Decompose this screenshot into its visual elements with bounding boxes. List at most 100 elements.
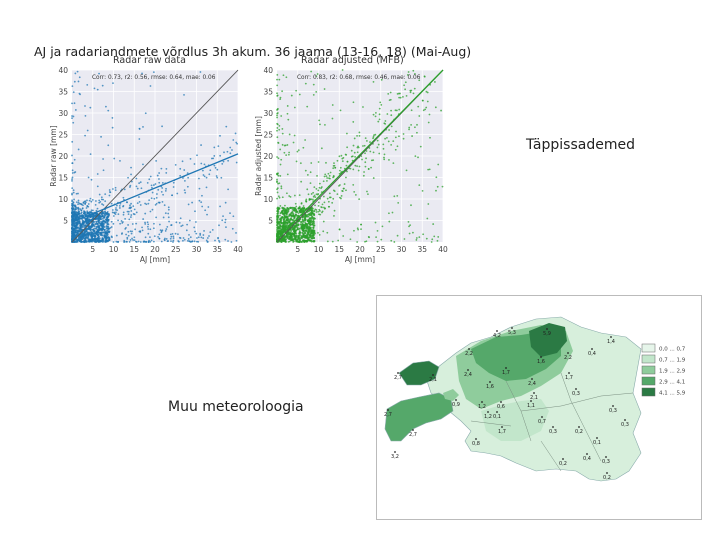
data-point: [71, 236, 74, 239]
data-point: [305, 200, 308, 203]
data-point: [95, 225, 98, 229]
data-point: [111, 126, 114, 129]
station-value: 0,3: [572, 391, 580, 397]
data-point: [338, 196, 341, 199]
data-point: [183, 238, 186, 241]
data-point: [73, 214, 76, 217]
data-point: [84, 201, 87, 204]
data-point: [91, 209, 94, 212]
data-point: [99, 224, 102, 227]
x-tick-label: 5: [295, 245, 300, 254]
data-point: [160, 190, 163, 193]
data-point: [301, 226, 304, 229]
data-point: [90, 209, 93, 212]
data-point: [277, 210, 280, 213]
data-point: [220, 176, 223, 179]
data-point: [333, 215, 335, 217]
data-point: [384, 120, 387, 122]
data-point: [408, 128, 410, 131]
data-point: [71, 172, 74, 174]
data-point: [183, 169, 186, 171]
data-point: [339, 166, 342, 169]
data-point: [129, 230, 132, 233]
data-point: [224, 201, 227, 204]
data-point: [71, 199, 73, 202]
station-value: 1,6: [486, 384, 494, 390]
legend-swatch: [641, 365, 656, 375]
data-point: [372, 135, 375, 138]
data-point: [321, 203, 324, 206]
data-point: [98, 72, 100, 75]
data-point: [412, 92, 415, 95]
data-point: [424, 108, 427, 111]
data-point: [327, 200, 330, 203]
station-dot: [562, 458, 564, 460]
data-point: [304, 236, 308, 239]
data-point: [384, 122, 387, 125]
data-point: [104, 193, 107, 196]
data-point: [298, 227, 301, 230]
data-point: [281, 132, 284, 135]
data-point: [302, 207, 305, 210]
data-point: [90, 200, 93, 203]
data-point: [395, 130, 397, 133]
data-point: [97, 236, 100, 240]
data-point: [234, 132, 237, 135]
data-point: [77, 207, 80, 210]
data-point: [376, 240, 379, 243]
data-point: [213, 164, 216, 167]
data-point: [84, 134, 86, 137]
data-point: [413, 87, 416, 90]
station-value: 2,1: [530, 395, 538, 401]
data-point: [200, 201, 203, 204]
data-point: [317, 231, 319, 234]
data-point: [96, 207, 99, 210]
data-point: [188, 234, 190, 236]
data-point: [298, 240, 301, 244]
data-point: [154, 183, 157, 185]
data-point: [75, 229, 78, 232]
x-tick-label: 25: [376, 245, 386, 254]
data-point: [170, 240, 172, 242]
data-point: [390, 143, 393, 146]
station-dot: [531, 378, 533, 380]
data-point: [326, 180, 328, 182]
data-point: [353, 229, 355, 232]
station-dot: [475, 438, 477, 440]
data-point: [285, 211, 288, 214]
data-point: [181, 160, 184, 163]
data-point: [430, 241, 433, 243]
data-point: [183, 189, 186, 192]
data-point: [103, 231, 106, 234]
data-point: [135, 222, 138, 225]
data-point: [278, 214, 281, 217]
data-point: [150, 184, 153, 187]
data-point: [367, 236, 370, 238]
data-point: [74, 205, 77, 208]
data-point: [182, 237, 185, 239]
data-point: [138, 201, 141, 203]
station-dot: [596, 437, 598, 439]
data-point: [331, 240, 334, 243]
station-dot: [612, 405, 614, 407]
data-point: [103, 220, 107, 224]
data-point: [84, 203, 87, 205]
data-point: [157, 188, 160, 191]
data-point: [94, 235, 97, 238]
data-point: [346, 132, 348, 135]
data-point: [171, 232, 174, 235]
data-point: [136, 202, 139, 205]
data-point: [289, 228, 292, 231]
data-point: [105, 219, 108, 222]
data-point: [354, 194, 357, 196]
data-point: [317, 210, 320, 213]
data-point: [422, 109, 425, 112]
data-point: [127, 210, 130, 213]
data-point: [73, 80, 76, 83]
data-point: [148, 199, 151, 201]
station-dot: [578, 426, 580, 428]
data-point: [437, 236, 440, 238]
data-point: [172, 181, 175, 184]
data-point: [101, 226, 104, 229]
data-point: [101, 222, 104, 226]
